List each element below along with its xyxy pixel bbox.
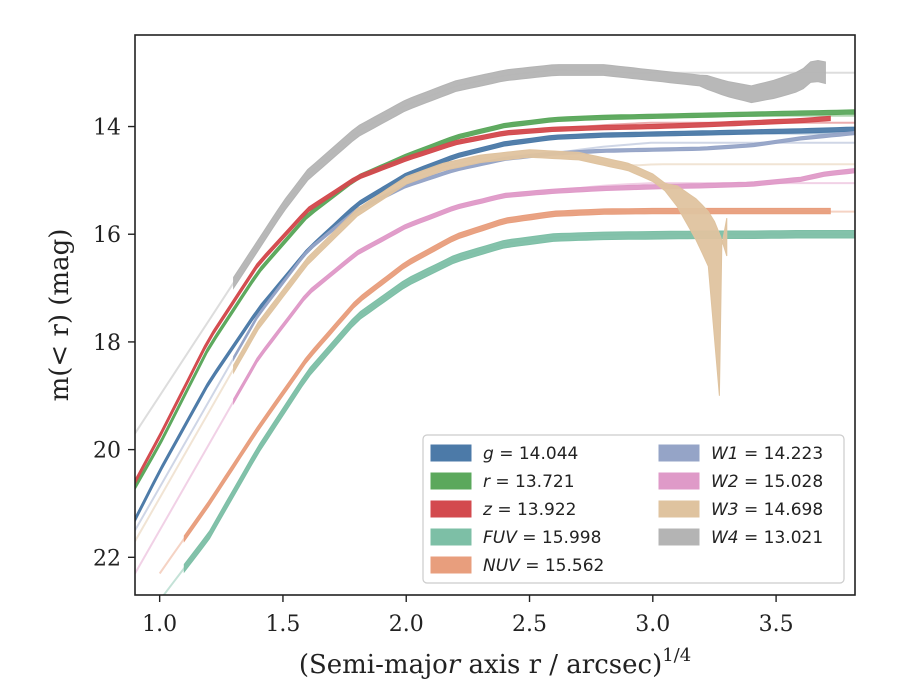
- legend-swatch-g: [430, 444, 472, 462]
- x-tick-label: 2.0: [389, 612, 424, 637]
- x-axis-label-power: 1/4: [662, 645, 691, 666]
- legend-label-g: g = 14.044: [483, 444, 578, 464]
- legend-band-name: g: [483, 444, 494, 464]
- y-tick-label: 14: [93, 116, 121, 141]
- legend-label-fuv: FUV = 15.998: [483, 528, 601, 548]
- legend-swatch-z: [430, 500, 472, 518]
- legend-band-value: = 13.922: [492, 500, 577, 520]
- legend-band-value: = 14.044: [494, 444, 579, 464]
- legend-band-value: = 13.721: [490, 472, 575, 492]
- legend-band-value: = 15.998: [517, 528, 602, 548]
- legend-swatch-w4: [658, 528, 700, 546]
- legend-label-w2: W2 = 15.028: [711, 472, 823, 492]
- model-curve-r: [135, 114, 855, 488]
- x-tick-label: 3.5: [759, 612, 794, 637]
- legend-label-w1: W1 = 14.223: [711, 444, 823, 464]
- x-axis-label: (Semi-major axis r / arcsec)1/4: [299, 645, 691, 680]
- legend-band-name: W4: [711, 528, 739, 548]
- legend-band-value: = 15.562: [520, 556, 605, 576]
- legend-swatch-nuv: [430, 556, 472, 574]
- legend-label-nuv: NUV = 15.562: [483, 556, 604, 576]
- x-tick-label: 1.0: [142, 612, 177, 637]
- legend-label-z: z = 13.922: [482, 500, 576, 520]
- legend-band-value: = 14.698: [739, 500, 824, 520]
- legend-band-name: FUV: [483, 528, 518, 548]
- axes-layer: 1.0 1.5 2.0 2.5 3.0 3.51416182022(Semi-major …: [45, 34, 856, 680]
- x-axis-label-part1: (Semi-majo: [299, 650, 448, 680]
- legend-band-name: r: [483, 472, 491, 492]
- legend-label-w3: W3 = 14.698: [711, 500, 823, 520]
- legend-swatch-r: [430, 472, 472, 490]
- legend-swatch-w1: [658, 444, 700, 462]
- legend-band-value: = 14.223: [739, 444, 824, 464]
- model-curve-z: [135, 121, 855, 483]
- x-tick-label: 3.0: [635, 612, 670, 637]
- data-band-fuv: [183, 230, 855, 574]
- legend-label-r: r = 13.721: [483, 472, 575, 492]
- legend-label-w4: W4 = 13.021: [711, 528, 823, 548]
- y-tick-label: 16: [93, 223, 121, 248]
- data-band-nuv: [183, 207, 831, 543]
- data-band-w2: [233, 167, 855, 406]
- plot-frame: [134, 34, 856, 596]
- legend-swatch-fuv: [430, 528, 472, 546]
- y-axis-label: m(< r) (mag): [45, 229, 75, 402]
- legend-band-value: = 15.028: [739, 472, 824, 492]
- data-bands-layer: [135, 59, 855, 574]
- x-axis-label-var: r: [448, 650, 462, 680]
- legend-box: [422, 434, 845, 584]
- x-tick-label: 2.5: [512, 612, 547, 637]
- y-tick-label: 18: [93, 331, 121, 356]
- legend-band-name: NUV: [483, 556, 521, 576]
- data-band-g: [135, 126, 855, 523]
- y-tick-label: 20: [93, 439, 121, 464]
- legend-swatch-w2: [658, 472, 700, 490]
- legend-band-name: z: [482, 500, 493, 520]
- legend-band-name: W2: [711, 472, 739, 492]
- data-band-z: [135, 115, 831, 485]
- legend-band-name: W1: [711, 444, 739, 464]
- legend-band-value: = 13.021: [739, 528, 824, 548]
- x-tick-label: 1.5: [265, 612, 300, 637]
- x-axis-label-part2: axis r / arcsec): [460, 650, 662, 680]
- data-band-r: [135, 109, 855, 491]
- data-band-w1: [233, 130, 855, 362]
- data-band-w3: [233, 149, 728, 396]
- data-band-w4: [233, 59, 826, 290]
- legend-swatch-w3: [658, 500, 700, 518]
- y-tick-label: 22: [93, 546, 121, 571]
- legend-band-name: W3: [711, 500, 739, 520]
